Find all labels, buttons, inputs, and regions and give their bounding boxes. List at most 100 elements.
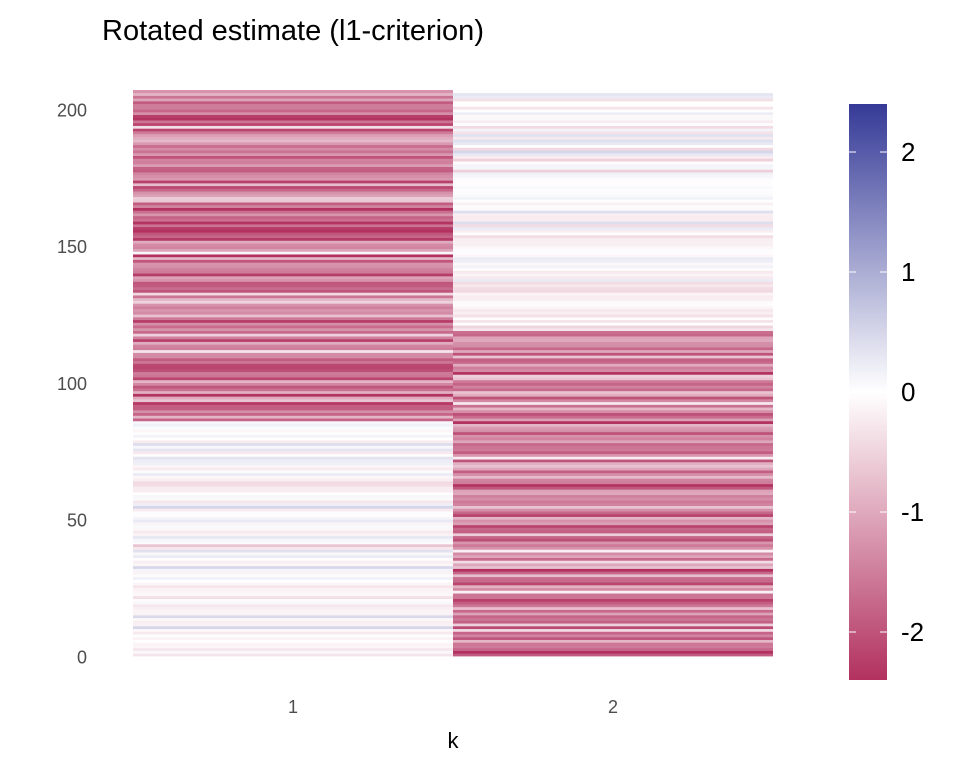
heatmap-cell [453,314,773,318]
heatmap-cell [453,191,773,195]
heatmap-cell [133,363,453,367]
heatmap-cell [133,109,453,113]
heatmap-cell [453,319,773,323]
heatmap-cell [453,259,773,263]
heatmap-cell [133,223,453,228]
heatmap-cell [133,139,453,143]
heatmap-cell [133,486,453,490]
heatmap-cell [453,341,773,345]
heatmap-cell [453,593,773,597]
heatmap-cell [133,207,453,211]
heatmap-cell [133,147,453,151]
heatmap-cell [453,535,773,539]
heatmap-cell [133,174,453,178]
heatmap-cell [453,524,773,528]
heatmap-cell [133,522,453,526]
heatmap-cell [133,240,453,244]
heatmap-cell [453,141,773,146]
heatmap-cell [133,177,453,181]
heatmap-cell [453,330,773,334]
heatmap-cell [133,295,453,299]
heatmap-cell [133,357,453,362]
x-tick-label: 1 [288,697,298,717]
heatmap-cell [453,270,773,274]
heatmap-cell [453,527,773,531]
heatmap-cell [133,150,453,154]
heatmap-cell [133,374,453,378]
heatmap-cell [453,150,773,154]
heatmap-cell [133,158,453,162]
y-tick-label: 150 [57,237,87,257]
heatmap-cell [453,234,773,239]
heatmap-cell [133,401,453,405]
heatmap-cell [133,344,453,348]
heatmap-cell [133,319,453,323]
heatmap-cell [133,234,453,239]
heatmap-cell [133,382,453,386]
heatmap-cell [133,152,453,157]
heatmap-cell [453,442,773,446]
heatmap-cell [133,470,453,474]
heatmap-cell [453,338,773,342]
heatmap-cell [133,106,453,110]
heatmap-cell [453,530,773,534]
heatmap-cell [453,360,773,364]
heatmap-cell [453,423,773,427]
heatmap-cell [453,448,773,452]
heatmap-cell [453,439,773,444]
heatmap-cell [133,568,453,572]
heatmap-cell [133,270,453,274]
colorbar-tick-label: -1 [901,497,924,527]
heatmap-cell [453,519,773,523]
heatmap-cell [133,593,453,597]
heatmap-cell [133,439,453,444]
colorbar-legend: -2 -1 0 1 2 [849,104,924,680]
heatmap-cell [133,571,453,575]
heatmap-cell [133,327,453,332]
heatmap-cell [133,604,453,608]
heatmap-cell [453,344,773,348]
heatmap-cell [133,631,453,635]
heatmap-cell [133,284,453,288]
heatmap-cell [453,278,773,282]
heatmap-cell [133,191,453,195]
heatmap-cell [133,563,453,567]
heatmap-cell [453,177,773,181]
heatmap-cell [453,267,773,271]
heatmap-cell [133,584,453,589]
heatmap-cell [133,303,453,307]
heatmap-cell [453,415,773,419]
heatmap-cell [453,199,773,203]
heatmap-cell [453,120,773,124]
heatmap-cell [133,144,453,148]
x-axis-title: k [448,728,460,753]
heatmap-cell [133,429,453,433]
heatmap-cell [133,538,453,542]
heatmap-cell [133,379,453,383]
heatmap-cell [133,226,453,230]
heatmap-cell [453,543,773,548]
heatmap-cell [453,158,773,162]
heatmap-cell [453,292,773,296]
heatmap-cell [453,412,773,416]
heatmap-cell [453,481,773,485]
heatmap-cell [133,180,453,184]
heatmap-cell [453,221,773,225]
heatmap-cell [133,620,453,624]
heatmap-cell [133,388,453,392]
heatmap-cell [133,554,453,558]
heatmap-cell [133,308,453,312]
heatmap-cell [453,491,773,496]
heatmap-cell [133,390,453,394]
heatmap-cell [133,398,453,403]
heatmap-cell [453,516,773,520]
heatmap-cell [133,420,453,424]
heatmap-cell [133,393,453,397]
heatmap-cell [453,565,773,569]
heatmap-cell [453,609,773,613]
heatmap-cell [133,117,453,121]
heatmap-cell [453,262,773,266]
heatmap-cell [133,612,453,616]
heatmap-cell [453,111,773,115]
heatmap-cell [453,109,773,113]
